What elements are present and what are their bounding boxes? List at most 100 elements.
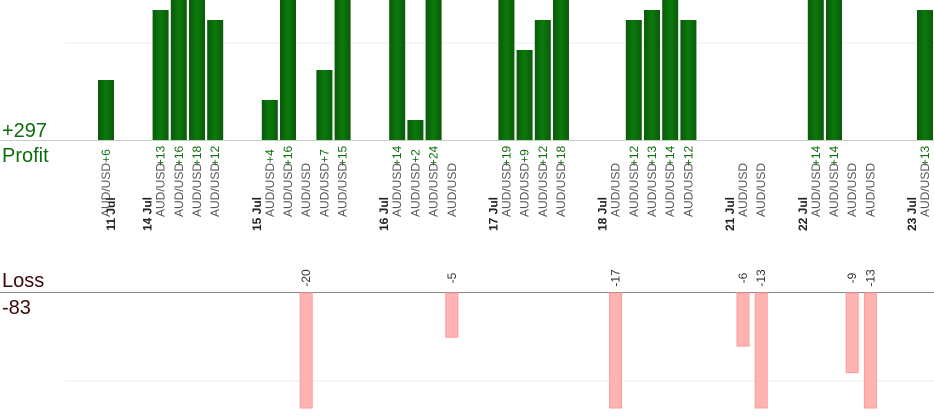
loss-value-label: -13 bbox=[754, 269, 768, 287]
profit-value-label: +19 bbox=[499, 145, 513, 166]
trade-pair-label: AUD/USD bbox=[845, 163, 859, 217]
profit-value-label: +12 bbox=[681, 145, 695, 166]
profit-bar bbox=[807, 0, 824, 140]
profit-label: Profit bbox=[2, 145, 49, 167]
profit-bar bbox=[625, 20, 642, 140]
date-label: 21 Jul bbox=[723, 197, 737, 231]
loss-value-label: -6 bbox=[736, 272, 750, 283]
profit-value-label: +24 bbox=[427, 145, 441, 166]
profit-value-label: +7 bbox=[317, 149, 331, 163]
profit-value-label: +12 bbox=[208, 145, 222, 166]
date-label: 11 Jul bbox=[104, 197, 118, 230]
profit-value-label: +14 bbox=[663, 145, 677, 166]
loss-value-label: -13 bbox=[863, 269, 877, 287]
profit-value-label: +16 bbox=[281, 145, 295, 166]
trade-pair-label: AUD/USD bbox=[390, 163, 404, 217]
trade-pair-label: AUD/USD bbox=[536, 163, 550, 217]
loss-bar bbox=[845, 292, 859, 374]
loss-bar bbox=[445, 292, 459, 338]
profit-bar bbox=[516, 50, 533, 140]
profit-bar bbox=[407, 120, 424, 140]
profit-value-label: +6 bbox=[99, 149, 113, 163]
date-label: 15 Jul bbox=[250, 197, 264, 231]
profit-bar bbox=[498, 0, 515, 140]
profit-bar bbox=[662, 0, 679, 140]
profit-bar bbox=[280, 0, 296, 140]
profit-value-label: +12 bbox=[536, 145, 550, 166]
loss-value-label: -5 bbox=[445, 272, 459, 283]
trade-pair-label: AUD/USD bbox=[681, 163, 695, 217]
trade-pair-label: AUD/USD bbox=[445, 163, 459, 217]
trade-pair-label: AUD/USD bbox=[627, 163, 641, 217]
loss-bar bbox=[863, 292, 877, 409]
profit-value-label: +13 bbox=[918, 145, 932, 166]
trade-pair-label: AUD/USD bbox=[408, 163, 422, 217]
profit-bar bbox=[389, 0, 406, 140]
loss-value-label: -9 bbox=[845, 272, 859, 283]
date-label: 16 Jul bbox=[377, 197, 391, 231]
profit-bar bbox=[553, 0, 569, 140]
profit-bar bbox=[826, 0, 842, 140]
profit-bar bbox=[207, 20, 224, 140]
profit-bar bbox=[425, 0, 442, 140]
bars bbox=[98, 0, 933, 409]
profit-bar bbox=[189, 0, 205, 140]
loss-value-label: -20 bbox=[299, 269, 313, 287]
trade-pair-label: AUD/USD bbox=[336, 163, 350, 217]
loss-label: Loss bbox=[2, 270, 45, 292]
trade-pair-label: AUD/USD bbox=[317, 163, 331, 217]
trade-pair-label: AUD/USD bbox=[427, 163, 441, 217]
trade-pair-label: AUD/USD bbox=[809, 163, 823, 217]
profit-bar bbox=[334, 0, 351, 140]
trade-pair-label: AUD/USD bbox=[99, 163, 113, 217]
trade-pair-label: AUD/USD bbox=[918, 163, 932, 217]
profit-value-label: +15 bbox=[336, 145, 350, 166]
loss-bar bbox=[736, 292, 750, 347]
loss-bar bbox=[299, 292, 313, 409]
trade-pair-label: AUD/USD bbox=[736, 163, 750, 217]
profit-value-label: +16 bbox=[172, 145, 186, 166]
profit-bar bbox=[152, 10, 169, 140]
trade-pair-label: AUD/USD bbox=[645, 163, 659, 217]
trade-pair-label: AUD/USD bbox=[609, 163, 623, 217]
loss-bar bbox=[754, 292, 768, 409]
profit-bar bbox=[316, 70, 333, 140]
profit-total: +297 bbox=[2, 120, 48, 142]
profit-value-label: +9 bbox=[518, 149, 532, 163]
profit-value-label: +14 bbox=[390, 145, 404, 166]
profit-value-label: +18 bbox=[554, 145, 568, 166]
trade-pair-label: AUD/USD bbox=[299, 163, 313, 217]
profit-value-label: +12 bbox=[627, 145, 641, 166]
profit-bar bbox=[170, 0, 187, 140]
trade-pair-label: AUD/USD bbox=[827, 163, 841, 217]
trade-pair-label: AUD/USD bbox=[518, 163, 532, 217]
trade-pair-label: AUD/USD bbox=[281, 163, 295, 217]
loss-total: -83 bbox=[2, 297, 31, 319]
profit-bar bbox=[680, 20, 697, 140]
trade-pair-label: AUD/USD bbox=[663, 163, 677, 217]
profit-value-label: +2 bbox=[408, 149, 422, 163]
profit-bar bbox=[917, 10, 933, 140]
profit-bar bbox=[534, 20, 551, 140]
trade-pair-label: AUD/USD bbox=[754, 163, 768, 217]
profit-bar bbox=[644, 10, 660, 140]
profit-value-label: +14 bbox=[809, 145, 823, 166]
profit-value-label: +4 bbox=[263, 149, 277, 163]
trade-pair-label: AUD/USD bbox=[263, 163, 277, 217]
trade-pair-label: AUD/USD bbox=[554, 163, 568, 217]
profit-bar bbox=[98, 80, 114, 140]
trade-pair-label: AUD/USD bbox=[154, 163, 168, 217]
profit-bar bbox=[261, 100, 278, 140]
labels: AUD/USD+6AUD/USD+13AUD/USD+16AUD/USD+18A… bbox=[99, 145, 932, 286]
date-label: 23 Jul bbox=[905, 197, 919, 231]
date-label: 22 Jul bbox=[796, 197, 810, 231]
trade-pair-label: AUD/USD bbox=[499, 163, 513, 217]
profit-value-label: +14 bbox=[827, 145, 841, 166]
profit-value-label: +13 bbox=[645, 145, 659, 166]
date-label: 17 Jul bbox=[486, 197, 500, 231]
date-label: 18 Jul bbox=[596, 197, 610, 231]
trade-pair-label: AUD/USD bbox=[190, 163, 204, 217]
trade-pair-label: AUD/USD bbox=[863, 163, 877, 217]
profit-value-label: +18 bbox=[190, 145, 204, 166]
